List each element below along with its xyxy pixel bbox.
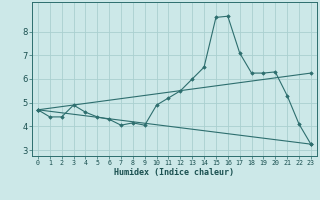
X-axis label: Humidex (Indice chaleur): Humidex (Indice chaleur) — [115, 168, 234, 177]
